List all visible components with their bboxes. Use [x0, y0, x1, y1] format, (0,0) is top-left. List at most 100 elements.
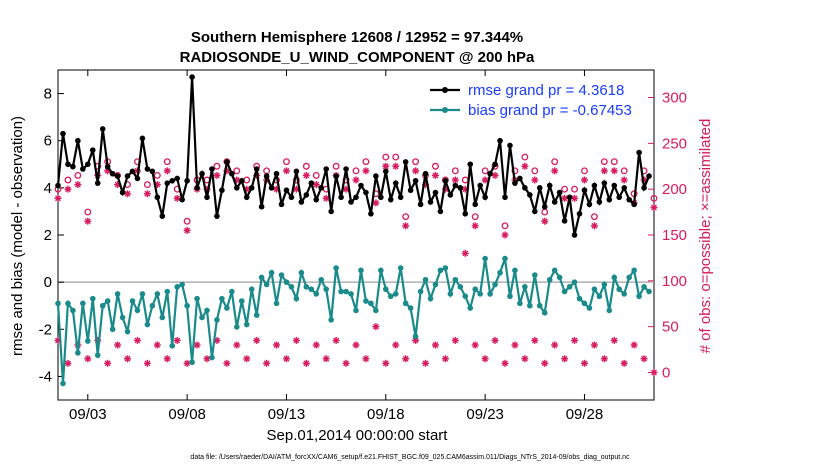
star-stroke — [293, 337, 300, 344]
bias-point — [174, 284, 180, 290]
star-stroke — [581, 177, 588, 183]
bias-point — [482, 255, 488, 262]
rmse-point — [298, 199, 305, 205]
assimilated-obs-marker — [571, 194, 579, 202]
low-obs-marker — [153, 341, 161, 349]
star-stroke — [402, 355, 409, 362]
possible-obs-marker — [481, 167, 489, 175]
star-stroke — [531, 177, 538, 183]
possible-obs-marker — [541, 208, 549, 216]
low-obs-marker — [133, 336, 141, 344]
rmse-point — [194, 185, 200, 191]
star-stroke — [194, 342, 201, 348]
star-stroke — [502, 360, 508, 367]
rmse-point — [293, 168, 300, 175]
assimilated-obs-marker — [372, 199, 380, 207]
chart-title: Southern Hemisphere 12608 / 12952 = 97.3… — [191, 29, 523, 46]
rmse-point — [179, 196, 185, 203]
rmse-point — [318, 185, 325, 191]
star-stroke — [472, 342, 479, 348]
assimilated-obs-marker — [590, 222, 598, 230]
assimilated-obs-marker — [521, 162, 529, 170]
star-stroke — [382, 163, 389, 170]
rmse-point — [606, 196, 613, 203]
star-stroke — [432, 172, 439, 179]
star-stroke — [223, 360, 230, 367]
possible-obs-marker — [620, 167, 628, 175]
bias-point — [243, 321, 250, 328]
possible-obs-marker — [153, 171, 161, 179]
star-stroke — [55, 195, 61, 202]
low-obs-marker — [143, 359, 151, 367]
star-stroke — [571, 195, 578, 202]
star-stroke — [174, 195, 181, 202]
possible-obs-marker — [143, 181, 151, 189]
assimilated-obs-marker — [620, 176, 628, 184]
bias-point — [571, 279, 578, 285]
bias-point — [253, 312, 260, 318]
bias-point — [452, 276, 459, 283]
y-axis-label-left: rmse and bias (model - observation) — [9, 116, 26, 356]
rmse-point — [253, 166, 260, 172]
bias-point — [402, 300, 409, 307]
rmse-point — [224, 159, 230, 165]
assimilated-obs-marker — [402, 222, 410, 230]
assimilated-obs-marker — [302, 171, 310, 179]
bias-point — [387, 293, 394, 300]
star-stroke — [601, 167, 608, 174]
star-stroke — [492, 172, 499, 179]
low-obs-marker — [352, 341, 360, 349]
rmse-point — [333, 173, 339, 179]
star-stroke — [651, 204, 657, 211]
rmse-point — [561, 218, 568, 224]
assimilated-obs-marker — [64, 185, 72, 193]
bias-point — [527, 302, 533, 309]
y-tick-label-left: -2 — [39, 321, 52, 338]
star-stroke — [243, 355, 250, 362]
possible-obs-marker — [312, 171, 320, 179]
rmse-point — [387, 196, 394, 203]
y-tick-label-left: 6 — [44, 133, 52, 150]
star-stroke — [511, 342, 518, 348]
low-obs-marker — [521, 355, 529, 363]
bias-point — [507, 293, 513, 300]
bias-point — [114, 291, 121, 297]
rmse-point — [477, 182, 483, 189]
rmse-point — [482, 194, 488, 201]
possible-obs-marker — [590, 213, 598, 221]
star-stroke — [412, 337, 419, 344]
bias-point — [492, 281, 498, 288]
rmse-point — [328, 208, 334, 215]
star-stroke — [313, 181, 320, 188]
low-obs-marker — [392, 341, 400, 349]
bias-point — [238, 298, 245, 304]
bias-point — [199, 314, 205, 321]
x-tick-label: 09/23 — [466, 406, 504, 423]
bias-point — [85, 338, 91, 344]
rmse-point — [472, 201, 479, 208]
star-stroke — [303, 172, 310, 179]
rmse-point — [308, 180, 315, 186]
rmse-point — [507, 142, 513, 149]
bias-point — [601, 281, 608, 288]
star-stroke — [164, 355, 171, 362]
star-stroke — [362, 355, 369, 362]
bias-point — [462, 293, 469, 300]
bias-point — [169, 342, 176, 349]
rmse-point — [517, 175, 523, 182]
rmse-point — [487, 170, 493, 177]
bias-point — [318, 276, 325, 283]
rmse-point — [571, 232, 578, 238]
rmse-point — [591, 182, 598, 189]
y-tick-label-left: 0 — [44, 274, 52, 291]
low-obs-marker — [292, 336, 300, 344]
star-stroke — [263, 360, 270, 367]
low-obs-marker — [243, 355, 251, 363]
rmse-point — [258, 203, 265, 210]
star-stroke — [422, 360, 429, 367]
rmse-point — [278, 201, 285, 208]
low-obs-marker — [203, 355, 211, 363]
low-obs-marker — [580, 359, 588, 367]
bias-point — [80, 300, 86, 307]
bias-point — [532, 272, 538, 278]
